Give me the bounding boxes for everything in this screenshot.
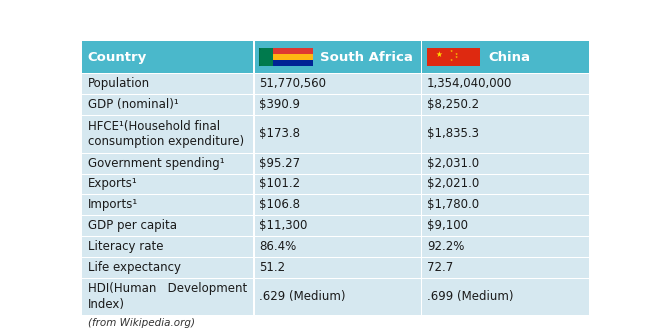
Bar <box>427 48 481 66</box>
Text: HDI(Human   Development
Index): HDI(Human Development Index) <box>88 282 247 311</box>
Bar <box>421 115 422 153</box>
Bar <box>421 257 422 278</box>
Bar <box>82 174 589 194</box>
Bar <box>421 73 422 94</box>
Text: $173.8: $173.8 <box>259 127 300 140</box>
Bar <box>82 278 589 279</box>
Text: (from Wikipedia.org): (from Wikipedia.org) <box>88 318 195 328</box>
Text: Population: Population <box>88 77 150 90</box>
Text: 1,354,040,000: 1,354,040,000 <box>427 77 512 90</box>
Bar <box>82 94 589 95</box>
Text: ★: ★ <box>455 51 458 55</box>
Bar <box>82 257 589 258</box>
Text: $106.8: $106.8 <box>259 198 300 211</box>
Bar <box>421 174 422 194</box>
Bar <box>253 115 254 153</box>
Text: 92.2%: 92.2% <box>427 240 464 253</box>
Bar <box>421 194 422 215</box>
Text: $8,250.2: $8,250.2 <box>427 98 479 111</box>
Bar <box>259 54 313 60</box>
Bar <box>253 215 254 236</box>
Bar <box>82 174 589 175</box>
Bar <box>82 236 589 257</box>
Bar <box>82 215 589 236</box>
Text: ★: ★ <box>436 50 442 59</box>
Text: 72.7: 72.7 <box>427 261 453 274</box>
Polygon shape <box>259 48 273 66</box>
Bar <box>253 153 254 174</box>
Text: 51.2: 51.2 <box>259 261 285 274</box>
Text: $95.27: $95.27 <box>259 157 300 170</box>
Text: South Africa: South Africa <box>320 50 413 64</box>
Text: $1,780.0: $1,780.0 <box>427 198 479 211</box>
Bar <box>82 278 589 315</box>
Bar <box>421 94 422 115</box>
Text: .699 (Medium): .699 (Medium) <box>427 290 513 303</box>
Text: 51,770,560: 51,770,560 <box>259 77 326 90</box>
Text: Imports¹: Imports¹ <box>88 198 138 211</box>
Text: Government spending¹: Government spending¹ <box>88 157 224 170</box>
Text: $390.9: $390.9 <box>259 98 300 111</box>
Text: China: China <box>488 50 530 64</box>
Bar <box>259 48 273 66</box>
Text: Exports¹: Exports¹ <box>88 178 137 190</box>
Bar <box>82 236 589 237</box>
Text: Literacy rate: Literacy rate <box>88 240 164 253</box>
Bar <box>421 215 422 236</box>
Bar <box>421 278 422 315</box>
Bar <box>253 94 254 115</box>
Text: $101.2: $101.2 <box>259 178 300 190</box>
Text: ★: ★ <box>449 49 453 53</box>
Bar <box>82 153 589 154</box>
Text: $1,835.3: $1,835.3 <box>427 127 479 140</box>
Bar <box>82 194 589 195</box>
Bar <box>253 257 254 278</box>
Text: GDP (nominal)¹: GDP (nominal)¹ <box>88 98 179 111</box>
Bar <box>82 73 589 94</box>
Bar <box>82 194 589 215</box>
Bar <box>259 54 313 60</box>
Bar <box>82 115 589 153</box>
Bar <box>82 215 589 216</box>
Bar <box>421 153 422 174</box>
Text: $9,100: $9,100 <box>427 219 468 232</box>
Text: $2,021.0: $2,021.0 <box>427 178 479 190</box>
Bar <box>259 48 313 54</box>
Text: 86.4%: 86.4% <box>259 240 296 253</box>
Bar <box>421 41 422 73</box>
Text: Country: Country <box>88 50 147 64</box>
Bar <box>82 257 589 278</box>
Bar <box>253 278 254 315</box>
Bar <box>259 48 313 66</box>
Bar <box>259 48 313 66</box>
Bar <box>259 48 313 54</box>
Bar <box>253 194 254 215</box>
Text: $11,300: $11,300 <box>259 219 307 232</box>
Text: GDP per capita: GDP per capita <box>88 219 177 232</box>
Text: $2,031.0: $2,031.0 <box>427 157 479 170</box>
Bar <box>421 236 422 257</box>
Polygon shape <box>259 48 269 66</box>
Bar <box>253 41 254 73</box>
Bar <box>82 94 589 115</box>
Text: HFCE¹(Household final
consumption expenditure): HFCE¹(Household final consumption expend… <box>88 119 244 148</box>
Bar <box>82 73 589 74</box>
Text: ★: ★ <box>449 58 453 62</box>
Bar <box>82 41 589 73</box>
Bar <box>82 153 589 174</box>
Text: ★: ★ <box>455 55 458 59</box>
Text: Life expectancy: Life expectancy <box>88 261 181 274</box>
Bar <box>253 73 254 94</box>
Bar <box>253 236 254 257</box>
Bar <box>82 115 589 116</box>
Text: .629 (Medium): .629 (Medium) <box>259 290 346 303</box>
Bar <box>253 174 254 194</box>
